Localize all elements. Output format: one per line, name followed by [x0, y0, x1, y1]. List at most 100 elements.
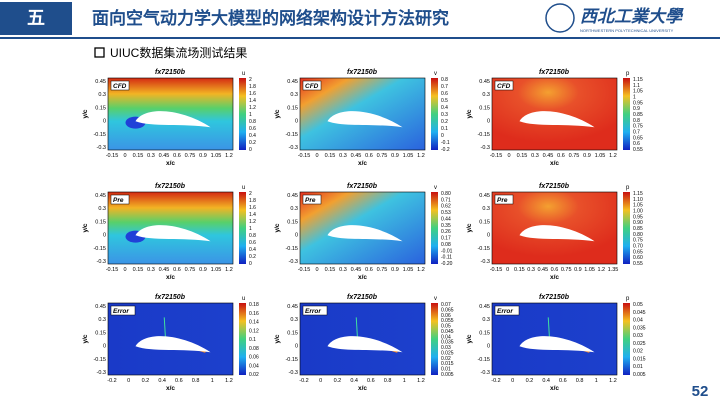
x-tick-label: 1.2 [597, 267, 605, 273]
colorbar-tick-label: -0.1 [441, 140, 450, 146]
x-tick-label: 0.6 [365, 153, 373, 159]
x-tick-label: 1.05 [403, 267, 414, 273]
colorbar-tick-label: 0.025 [633, 341, 646, 347]
x-tick-label: 1.05 [211, 267, 222, 273]
x-tick-label: 0 [511, 378, 514, 384]
x-tick-label: 0.4 [350, 378, 358, 384]
x-tick-label: 1.05 [211, 153, 222, 159]
colorbar-tick-label: 1.1 [633, 83, 640, 89]
colorbar-tick-label: 1 [249, 226, 252, 232]
x-tick-label: 0.75 [377, 267, 388, 273]
colorbar-tick-label: 0.65 [633, 135, 643, 141]
y-tick-label: -0.3 [97, 259, 106, 265]
y-axis-label: y/c [466, 223, 473, 232]
section-number: 五 [27, 8, 45, 28]
x-axis-label: x/c [358, 274, 367, 281]
x-tick-label: 0.6 [173, 153, 181, 159]
colorbar-tick-label: 0.6 [441, 91, 448, 97]
panel-title: fx72150b [347, 183, 378, 190]
airfoil [327, 111, 403, 128]
x-tick-label: 0.45 [543, 153, 554, 159]
x-tick-label: 0 [506, 267, 509, 273]
colorbar-tick-label: 0.62 [441, 204, 451, 210]
colorbar-tick-label: 0.85 [633, 226, 643, 232]
y-tick-label: -0.15 [93, 132, 106, 138]
colorbar-variable: p [626, 71, 630, 77]
x-tick-label: -0.15 [106, 267, 119, 273]
colorbar-tick-label: 0.01 [633, 364, 643, 370]
x-tick-label: 0.9 [574, 267, 582, 273]
x-tick-label: -0.2 [491, 378, 500, 384]
page-number: 52 [692, 383, 709, 400]
colorbar-tick-label: 0.12 [249, 328, 259, 334]
colorbar [239, 192, 246, 264]
airfoil [519, 111, 595, 128]
x-tick-label: 0.75 [561, 267, 572, 273]
y-tick-label: 0 [295, 233, 298, 239]
y-tick-label: 0.15 [479, 219, 490, 225]
colorbar-tick-label: 0.05 [441, 324, 451, 330]
colorbar-tick-label: 0.045 [633, 310, 646, 316]
y-tick-label: -0.15 [477, 246, 490, 252]
x-tick-label: 1.2 [417, 378, 425, 384]
x-tick-label: 1.2 [225, 267, 233, 273]
colorbar-tick-label: 0.4 [441, 105, 448, 111]
colorbar-tick-label: 2 [249, 191, 252, 197]
section-box [0, 2, 72, 35]
y-tick-label: -0.3 [97, 370, 106, 376]
x-axis-label: x/c [550, 385, 559, 392]
tag-box [110, 305, 136, 316]
x-tick-label: 0.75 [185, 267, 196, 273]
flow-panel: fx72150b Error 0.45 0.3 0.15 0 -0.15 -0.3-0.2 0 0… [82, 294, 259, 392]
airfoil [135, 336, 211, 353]
colorbar-tick-label: 1.05 [633, 203, 643, 209]
panel-title: fx72150b [155, 294, 186, 301]
flow-panel: fx72150b Error 0.45 0.3 0.15 0 -0.15 -0.3-0.2 0 0… [274, 294, 454, 392]
colorbar-tick-label: 0.08 [249, 346, 259, 352]
tag-box [110, 80, 130, 91]
x-tick-label: 0.15 [133, 153, 144, 159]
x-tick-label: 1.2 [609, 153, 617, 159]
y-tick-label: 0.3 [290, 92, 298, 98]
x-axis-label: x/c [358, 385, 367, 392]
x-tick-label: 1 [211, 378, 214, 384]
x-tick-label: 0.45 [351, 153, 362, 159]
x-tick-label: -0.15 [106, 153, 119, 159]
x-tick-label: 0.75 [185, 153, 196, 159]
slide-title: 面向空气动力学大模型的网络架构设计方法研究 [92, 8, 449, 28]
x-tick-label: 1 [403, 378, 406, 384]
colorbar-tick-label: 0.95 [633, 100, 643, 106]
x-axis-label: x/c [166, 274, 175, 281]
x-tick-label: 0.3 [527, 267, 535, 273]
y-tick-label: 0 [103, 119, 106, 125]
logo-cn: 西北工業大學 [580, 7, 684, 26]
logo-en: NORTHWESTERN POLYTECHNICAL UNIVERSITY [580, 28, 674, 33]
colorbar-tick-label: 1 [249, 112, 252, 118]
colorbar-tick-label: 0.015 [441, 361, 454, 367]
colorbar-tick-label: 0.7 [441, 84, 448, 90]
x-tick-label: 0.8 [192, 378, 200, 384]
colorbar-tick-label: 0 [249, 147, 252, 153]
y-tick-label: -0.15 [285, 132, 298, 138]
x-tick-label: 0.6 [559, 378, 567, 384]
y-tick-label: -0.3 [481, 370, 490, 376]
y-axis-label: y/c [82, 334, 89, 343]
x-tick-label: 1 [595, 378, 598, 384]
y-tick-label: 0.45 [95, 304, 106, 310]
colorbar-tick-label: 0 [249, 261, 252, 267]
x-tick-label: 0.9 [199, 267, 207, 273]
x-tick-label: -0.15 [298, 153, 311, 159]
airfoil [135, 225, 211, 242]
y-tick-label: -0.3 [97, 145, 106, 151]
panel-title: fx72150b [155, 183, 186, 190]
tag-label: Pre [305, 197, 316, 204]
x-tick-label: 0 [123, 153, 126, 159]
colorbar-tick-label: 0.01 [441, 367, 451, 373]
x-tick-label: 0.8 [576, 378, 584, 384]
colorbar-tick-label: 1.6 [249, 91, 256, 97]
colorbar-tick-label: 0.53 [441, 210, 451, 216]
y-tick-label: 0.45 [479, 193, 490, 199]
colorbar-tick-label: 0.70 [633, 244, 643, 250]
y-axis-label: y/c [82, 109, 89, 118]
